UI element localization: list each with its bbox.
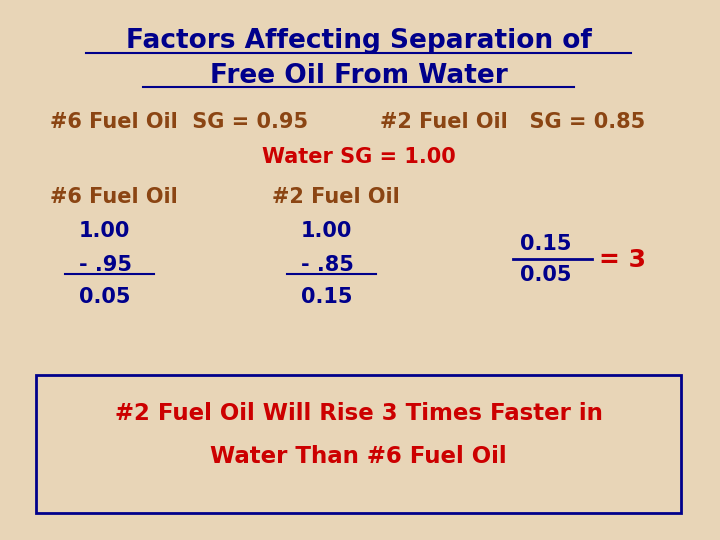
- Text: - .95: - .95: [79, 254, 132, 275]
- Text: 0.15: 0.15: [301, 287, 353, 307]
- Text: #2 Fuel Oil: #2 Fuel Oil: [272, 187, 400, 207]
- Text: Water Than #6 Fuel Oil: Water Than #6 Fuel Oil: [210, 445, 507, 468]
- FancyBboxPatch shape: [36, 375, 681, 513]
- Text: 0.15: 0.15: [520, 234, 572, 254]
- Text: 0.05: 0.05: [79, 287, 130, 307]
- Text: #2 Fuel Oil   SG = 0.85: #2 Fuel Oil SG = 0.85: [380, 111, 645, 132]
- Text: Free Oil From Water: Free Oil From Water: [210, 63, 508, 89]
- Text: 1.00: 1.00: [79, 221, 130, 241]
- Text: #2 Fuel Oil Will Rise 3 Times Faster in: #2 Fuel Oil Will Rise 3 Times Faster in: [114, 402, 603, 424]
- Text: = 3: = 3: [599, 248, 646, 272]
- Text: #6 Fuel Oil: #6 Fuel Oil: [50, 187, 178, 207]
- Text: - .85: - .85: [301, 254, 354, 275]
- Text: Factors Affecting Separation of: Factors Affecting Separation of: [125, 28, 591, 53]
- Text: #6 Fuel Oil  SG = 0.95: #6 Fuel Oil SG = 0.95: [50, 111, 308, 132]
- Text: 1.00: 1.00: [301, 221, 353, 241]
- Text: Water SG = 1.00: Water SG = 1.00: [261, 146, 455, 167]
- Text: 0.05: 0.05: [520, 265, 572, 286]
